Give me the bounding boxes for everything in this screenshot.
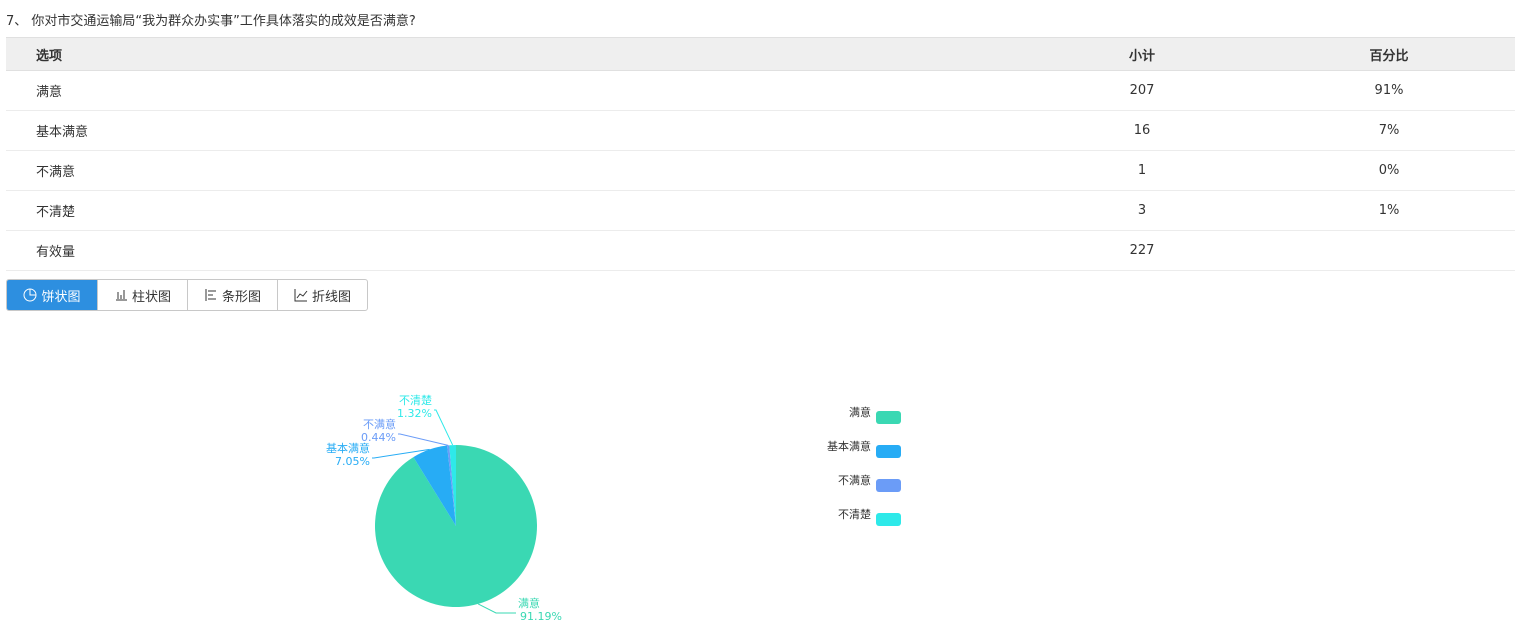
table-cell: 227 <box>1021 230 1263 271</box>
tab-label: 条形图 <box>221 289 261 305</box>
legend-swatch <box>876 513 901 526</box>
table-row: 不满意 1 0% <box>6 150 1515 191</box>
slice-value: 91.19% <box>520 610 562 623</box>
chart-tab[interactable]: 条形图 <box>187 280 277 310</box>
legend-label: 满意 <box>849 405 871 419</box>
table-cell: 207 <box>1021 70 1263 111</box>
tab-label: 折线图 <box>311 289 351 305</box>
table-cell: 基本满意 <box>6 110 1021 151</box>
chart-tabs: 饼状图 柱状图 条形图 折线图 <box>6 279 368 311</box>
tab-label: 饼状图 <box>41 289 81 305</box>
table-row: 有效量 227 <box>6 230 1515 271</box>
tab-icon <box>294 289 308 302</box>
table-row: 基本满意 16 7% <box>6 110 1515 151</box>
table-cell: 满意 <box>6 70 1021 111</box>
table-row: 不清楚 3 1% <box>6 190 1515 231</box>
header-row: 选项 小计 百分比 <box>6 37 1515 71</box>
table-cell <box>1263 230 1515 271</box>
tab-icon <box>205 289 216 301</box>
slice-label: 基本满意 <box>326 441 370 455</box>
legend-swatch <box>876 411 901 424</box>
pie-slice <box>449 445 456 526</box>
table-cell: 3 <box>1021 190 1263 231</box>
legend-swatch <box>876 445 901 458</box>
column-header: 百分比 <box>1263 37 1515 71</box>
table-cell: 1 <box>1021 150 1263 191</box>
chart: 满意91.19%满意基本满意7.05%基本满意不满意0.44%不满意不清楚1.3… <box>326 393 901 623</box>
chart-tab[interactable]: 饼状图 <box>7 280 97 310</box>
tab-label: 柱状图 <box>131 289 171 305</box>
pie-slice <box>413 445 456 526</box>
leader-line <box>434 409 454 446</box>
slice-value: 0.44% <box>361 431 396 444</box>
leader-line <box>477 603 516 614</box>
question-title: 7、 你对市交通运输局“我为群众办实事”工作具体落实的成效是否满意? <box>6 14 416 29</box>
column-header: 选项 <box>6 37 1021 71</box>
leader-line <box>372 448 430 459</box>
slice-label: 不清楚 <box>399 393 432 407</box>
table-cell: 有效量 <box>6 230 1021 271</box>
table-row: 满意 207 91% <box>6 70 1515 111</box>
slice-label: 不满意 <box>363 417 396 431</box>
table-cell: 16 <box>1021 110 1263 151</box>
legend-label: 不满意 <box>838 473 871 487</box>
slice-value: 1.32% <box>397 407 432 420</box>
legend-label: 基本满意 <box>827 439 871 453</box>
table-cell: 0% <box>1263 150 1515 191</box>
chart-tab[interactable]: 柱状图 <box>97 280 187 310</box>
tab-icon <box>23 288 37 302</box>
result-table: 选项 小计 百分比 满意 207 91% 基本满意 16 7% 不满意 1 0% 不清楚 3 1% 有效量 22… <box>6 37 1515 271</box>
leader-line <box>398 433 449 446</box>
table-cell: 不满意 <box>6 150 1021 191</box>
table-cell: 91% <box>1263 70 1515 111</box>
legend-label: 不清楚 <box>838 507 871 521</box>
legend-swatch <box>876 479 901 492</box>
tab-icon <box>115 290 127 301</box>
table-cell: 7% <box>1263 110 1515 151</box>
chart-tab[interactable]: 折线图 <box>277 280 367 310</box>
pie-slice <box>447 445 456 526</box>
column-header: 小计 <box>1021 37 1263 71</box>
slice-label: 满意 <box>518 596 540 610</box>
table-cell: 不清楚 <box>6 190 1021 231</box>
table-cell: 1% <box>1263 190 1515 231</box>
slice-value: 7.05% <box>335 455 370 468</box>
